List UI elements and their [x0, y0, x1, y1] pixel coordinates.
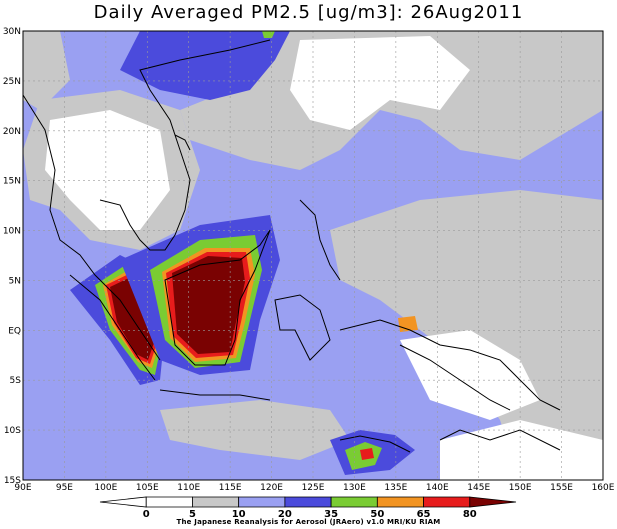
colorbar-segment [376, 496, 424, 508]
colorbar-segment [99, 496, 147, 508]
lon-tick-label: 135E [384, 483, 407, 493]
lon-tick-label: 150E [509, 483, 532, 493]
lon-tick-label: 145E [467, 483, 490, 493]
colorbar-label: 50 [370, 509, 384, 520]
lon-tick-label: 105E [136, 483, 159, 493]
lon-tick-label: 120E [260, 483, 283, 493]
field-white-north [290, 36, 470, 130]
colorbar-label: 5 [189, 509, 196, 520]
lat-tick-label: 15S [4, 476, 21, 486]
plume-timor-red [360, 448, 374, 460]
lon-tick-label: 95E [56, 483, 73, 493]
lon-tick-label: 155E [550, 483, 573, 493]
colorbar-segment [469, 496, 517, 508]
lat-tick-label: 5N [9, 276, 21, 286]
lat-tick-label: 10S [4, 426, 21, 436]
coastlines [22, 39, 561, 453]
colorbar-label: 80 [463, 509, 477, 520]
lat-tick-label: 5S [10, 376, 22, 386]
colorbar-label: 0 [143, 509, 150, 520]
field-white-australia [440, 420, 603, 480]
field-gray-china [180, 31, 603, 170]
lon-tick-label: 160E [592, 483, 615, 493]
colorbar-label: 20 [278, 509, 292, 520]
lat-tick-label: 20N [3, 127, 21, 137]
credit-text: The Japanese Reanalysis for Aerosol (JRA… [176, 518, 441, 526]
lat-tick-label: 10N [3, 227, 21, 237]
latitude-tick-labels: 30N 25N 20N 15N 10N 5N EQ 5S 10S 15S [3, 27, 21, 486]
colorbar-segment [238, 496, 286, 508]
colorbar-label: 65 [417, 509, 431, 520]
lon-tick-label: 115E [219, 483, 242, 493]
lon-tick-label: 140E [426, 483, 449, 493]
lon-tick-label: 130E [343, 483, 366, 493]
colorbar-label: 35 [324, 509, 338, 520]
colorbar: 0 5 10 20 35 50 65 80 [99, 496, 517, 520]
lat-tick-label: 15N [3, 177, 21, 187]
lat-tick-label: 30N [3, 27, 21, 37]
lon-tick-label: 90E [14, 483, 31, 493]
colorbar-segment [330, 496, 378, 508]
colorbar-segment [145, 496, 193, 508]
colorbar-segment [423, 496, 471, 508]
concentration-fields [23, 31, 603, 480]
lon-tick-label: 110E [177, 483, 200, 493]
plume-borneo-core [172, 256, 245, 354]
lat-tick-label: EQ [8, 326, 21, 336]
field-white-newguinea [400, 330, 540, 420]
field-blue-north [120, 31, 290, 100]
field-gray-west [23, 31, 70, 110]
colorbar-label: 10 [232, 509, 246, 520]
colorbar-segment [192, 496, 240, 508]
colorbar-segment [284, 496, 332, 508]
field-white-indochina [45, 110, 170, 230]
map-title: Daily Averaged PM2.5 [ug/m3]: 26Aug2011 [93, 2, 524, 23]
lon-tick-label: 125E [302, 483, 325, 493]
lon-tick-label: 100E [94, 483, 117, 493]
longitude-tick-labels: 90E 95E 100E 105E 110E 115E 120E 125E 130E 135E 14… [14, 483, 614, 493]
lat-tick-label: 25N [3, 77, 21, 87]
plot-frame [22, 30, 604, 481]
